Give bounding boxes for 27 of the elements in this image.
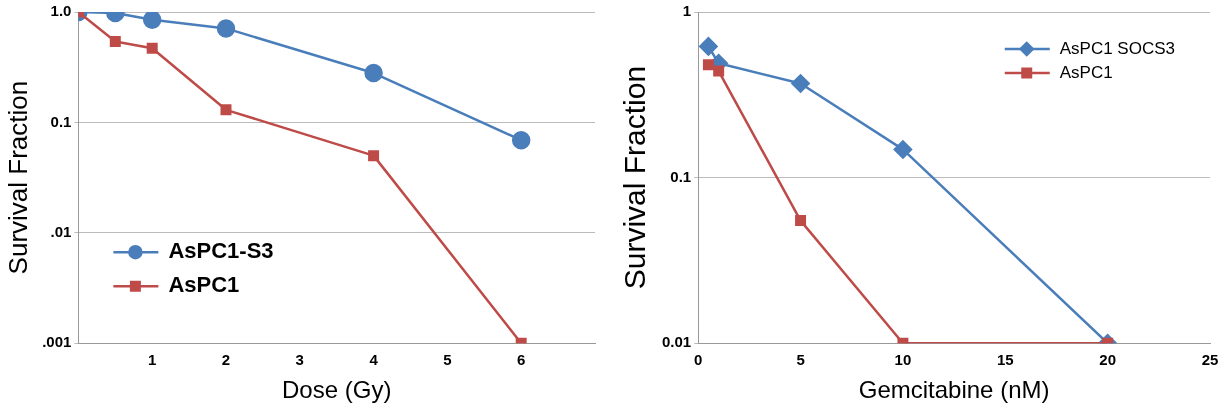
y-tick-label: 0.1 (50, 112, 72, 130)
x-tick-label: 4 (369, 351, 379, 369)
y-tick-label: 1.0 (50, 2, 72, 20)
x-tick-label: 2 (221, 351, 231, 369)
y-tick-label: 0.1 (670, 167, 692, 185)
y-tick-label: .001 (42, 333, 72, 351)
x-tick-label: 6 (517, 351, 526, 369)
x-tick-label: 5 (443, 351, 452, 369)
x-tick-label: 15 (996, 351, 1014, 369)
x-tick-label: 25 (1201, 351, 1219, 369)
y-tick-label: .01 (50, 222, 72, 240)
legend-label: AsPC1 SOCS3 (1059, 38, 1175, 58)
x-tick-label: 5 (796, 351, 805, 369)
y-tick-label: 1 (682, 2, 692, 20)
x-tick-label: 10 (894, 351, 912, 369)
x-axis-title: Gemcitabine (nM) (858, 376, 1050, 404)
x-tick-label: 0 (694, 351, 703, 369)
legend-label: AsPC1-S3 (168, 238, 274, 264)
legend-label: AsPC1 (168, 272, 240, 298)
x-tick-label: 20 (1099, 351, 1116, 369)
y-tick-label: 0.01 (661, 333, 692, 351)
y-axis-title: Survival Fraction (2, 80, 33, 275)
x-tick-label: 3 (295, 351, 304, 369)
legend-label: AsPC1 (1059, 62, 1113, 82)
y-axis-title: Survival Fraction (618, 65, 652, 290)
x-tick-label: 1 (148, 351, 157, 369)
x-axis-title: Dose (Gy) (282, 376, 392, 404)
